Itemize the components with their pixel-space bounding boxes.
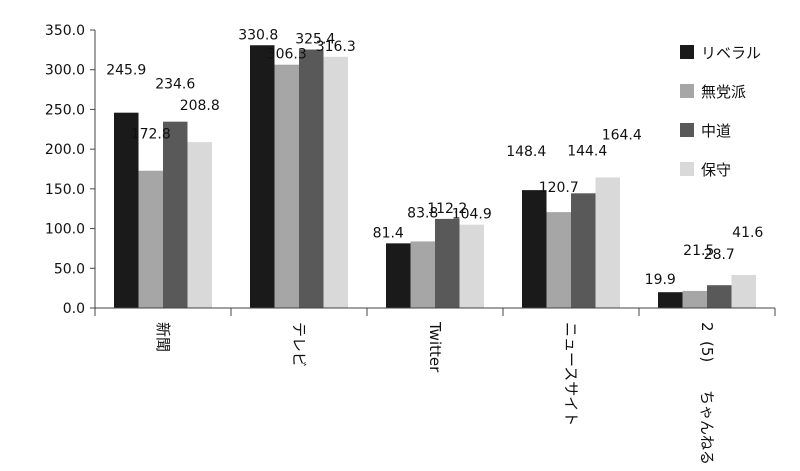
y-axis: 0.0 50.0 100.0 150.0 200.0 250.0 300.0 350.0 — [45, 23, 96, 317]
data-label: 41.6 — [732, 225, 763, 241]
x-category-label: ニュースサイト — [562, 322, 580, 426]
x-category-text: (5) — [698, 341, 716, 362]
bar — [114, 112, 139, 308]
data-label: 112.2 — [427, 201, 467, 217]
y-tick-label: 200.0 — [45, 142, 85, 158]
x-axis: 新聞 テレビ Twitter ニュースサイト 2 (5) ちゃんねる — [94, 307, 776, 465]
legend-label: 保守 — [701, 161, 731, 179]
data-label: 148.4 — [506, 144, 546, 160]
data-label: 325.4 — [295, 32, 335, 48]
y-tick-label: 100.0 — [45, 222, 85, 238]
bar — [163, 121, 188, 308]
bar — [299, 49, 324, 308]
y-tick-label: 250.0 — [45, 102, 85, 118]
bar — [682, 290, 707, 308]
y-tick-label: 350.0 — [45, 23, 85, 39]
bar — [410, 241, 435, 308]
bar — [546, 212, 571, 308]
bar — [658, 292, 683, 308]
bar — [522, 190, 547, 308]
x-category-text: 2 — [698, 322, 716, 332]
data-label: 306.3 — [267, 47, 307, 63]
data-label: 21.5 — [683, 243, 714, 259]
x-category-label: 新聞 — [154, 322, 172, 352]
y-tick-label: 50.0 — [54, 261, 85, 277]
x-category-label: 2 (5) ちゃんねる — [698, 322, 716, 465]
x-category-label: テレビ — [290, 322, 308, 367]
data-label: 120.7 — [539, 180, 579, 196]
data-label: 144.4 — [567, 143, 607, 159]
data-label: 19.9 — [645, 272, 676, 288]
legend-swatch — [680, 45, 694, 59]
y-tick-label: 150.0 — [45, 182, 85, 198]
x-category-text: 新聞 — [154, 322, 172, 352]
bar — [731, 274, 756, 308]
bar — [459, 224, 484, 308]
x-category-text: テレビ — [290, 322, 308, 367]
bar — [274, 64, 299, 308]
bar — [323, 56, 348, 309]
data-label: 164.4 — [602, 127, 642, 143]
legend-swatch — [680, 84, 694, 98]
data-label: 245.9 — [106, 63, 146, 79]
data-label: 28.7 — [704, 247, 735, 263]
legend-swatch — [680, 162, 694, 176]
bar — [386, 243, 411, 308]
bar — [595, 177, 620, 308]
x-category-text: ニュースサイト — [562, 322, 580, 426]
data-label: 83.8 — [407, 205, 438, 221]
data-label: 172.8 — [131, 127, 171, 143]
y-tick-label: 0.0 — [63, 301, 85, 317]
x-category-text: Twitter — [426, 321, 444, 373]
data-label: 330.8 — [238, 27, 278, 43]
data-label: 234.6 — [155, 77, 195, 93]
data-label: 104.9 — [452, 207, 492, 223]
bars — [114, 45, 756, 309]
data-label: 316.3 — [316, 39, 356, 55]
x-category-label: Twitter — [426, 321, 444, 373]
bar — [187, 142, 212, 308]
bar — [435, 218, 460, 308]
legend-swatch — [680, 123, 694, 137]
x-category-text: ちゃんねる — [698, 390, 716, 465]
legend-label: 中道 — [701, 122, 731, 140]
bar — [138, 170, 163, 308]
data-labels: 245.9 172.8 234.6 208.8 330.8 306.3325.4316.3… — [106, 27, 763, 288]
legend-label: リベラル — [701, 44, 761, 62]
bar — [707, 285, 732, 308]
bar — [250, 45, 275, 309]
y-tick-label: 300.0 — [45, 63, 85, 79]
data-label: 81.4 — [373, 225, 404, 241]
legend-label: 無党派 — [701, 83, 746, 101]
bar — [571, 193, 596, 308]
data-label: 208.8 — [180, 98, 220, 114]
